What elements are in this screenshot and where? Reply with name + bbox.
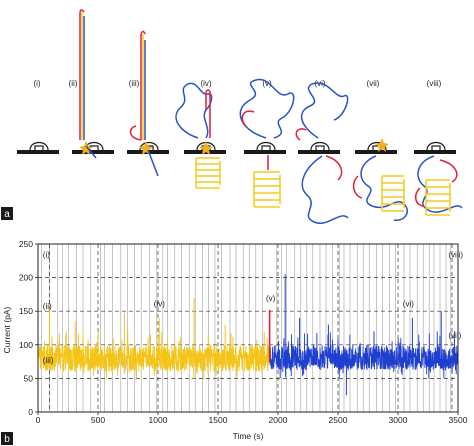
stage-labels: (i) (ii) (iii) (iv) (v) (vi) (vii) (viii) [43,250,464,365]
stage-label-iv: (iv) [200,79,211,88]
y-tick-label: 200 [19,273,33,283]
dna-strand-stage-vi [295,82,349,224]
dna-strand-stage-v [239,78,295,208]
trace-stage-label: (iii) [43,356,54,365]
x-tick-label: 3500 [449,415,468,425]
grid-lines [38,244,458,412]
series-traces [37,274,459,396]
plot-background [38,244,458,412]
stage-label-vii: (vii) [367,79,380,88]
event-lines [41,244,452,412]
panel-a-schematic: (i) (ii) (iii) (iv) (v) (vi) (vii) (viii… [1,9,463,224]
panel-b-label-box [1,432,13,445]
y-tick-label: 250 [19,239,33,249]
trace-stage-label: (vii) [448,331,461,340]
motor-protein-icons [79,138,389,155]
y-tick-label: 100 [19,340,33,350]
trace-stage-label: (i) [43,250,50,259]
x-tick-label: 1500 [209,415,228,425]
current-trace-series-1 [269,331,459,379]
trace-stage-label: (ii) [43,302,52,311]
dna-strand-stage-ii [79,9,97,159]
y-tick-label: 150 [19,306,33,316]
plot-frame [37,243,459,413]
x-tick-label: 2000 [269,415,288,425]
stage-label-iii: (iii) [129,79,140,88]
dna-strand-stage-iii [129,30,159,177]
stage-label-i: (i) [33,79,40,88]
x-tick-label: 2500 [329,415,348,425]
stage-label-viii: (viii) [427,79,442,88]
trace-stage-label: (vi) [403,299,414,308]
y-axis-label: Current (pA) [2,306,12,353]
y-tick-label: 0 [28,407,33,417]
trace-stage-label: (viii) [448,250,463,259]
y-tick-label: 50 [24,373,34,383]
panel-a-label: a [4,209,10,220]
current-trace-series-0 [37,331,271,380]
x-tick-label: 3000 [389,415,408,425]
x-tick-label: 0 [36,415,41,425]
x-tick-label: 500 [91,415,105,425]
dna-strand-stage-vii [352,155,408,221]
plot-area [38,244,458,412]
dna-strand-stage-viii [414,155,463,216]
panel-b-chart: 0 500 1000 1500 2000 2500 3000 3500 0 50 100 150 200… [1,239,468,445]
trace-stage-label: (v) [266,294,276,303]
stage-label-v: (v) [262,79,272,88]
axes: 0 500 1000 1500 2000 2500 3000 3500 0 50 100 150 200… [19,239,468,425]
stage-label-ii: (ii) [69,79,78,88]
x-axis-label: Time (s) [233,431,264,441]
trace-stage-label: (iv) [154,299,165,308]
panel-b-label: b [4,434,10,445]
dna-strand-stage-iv [175,82,221,189]
panel-a-label-box [1,207,13,220]
x-tick-label: 1000 [149,415,168,425]
